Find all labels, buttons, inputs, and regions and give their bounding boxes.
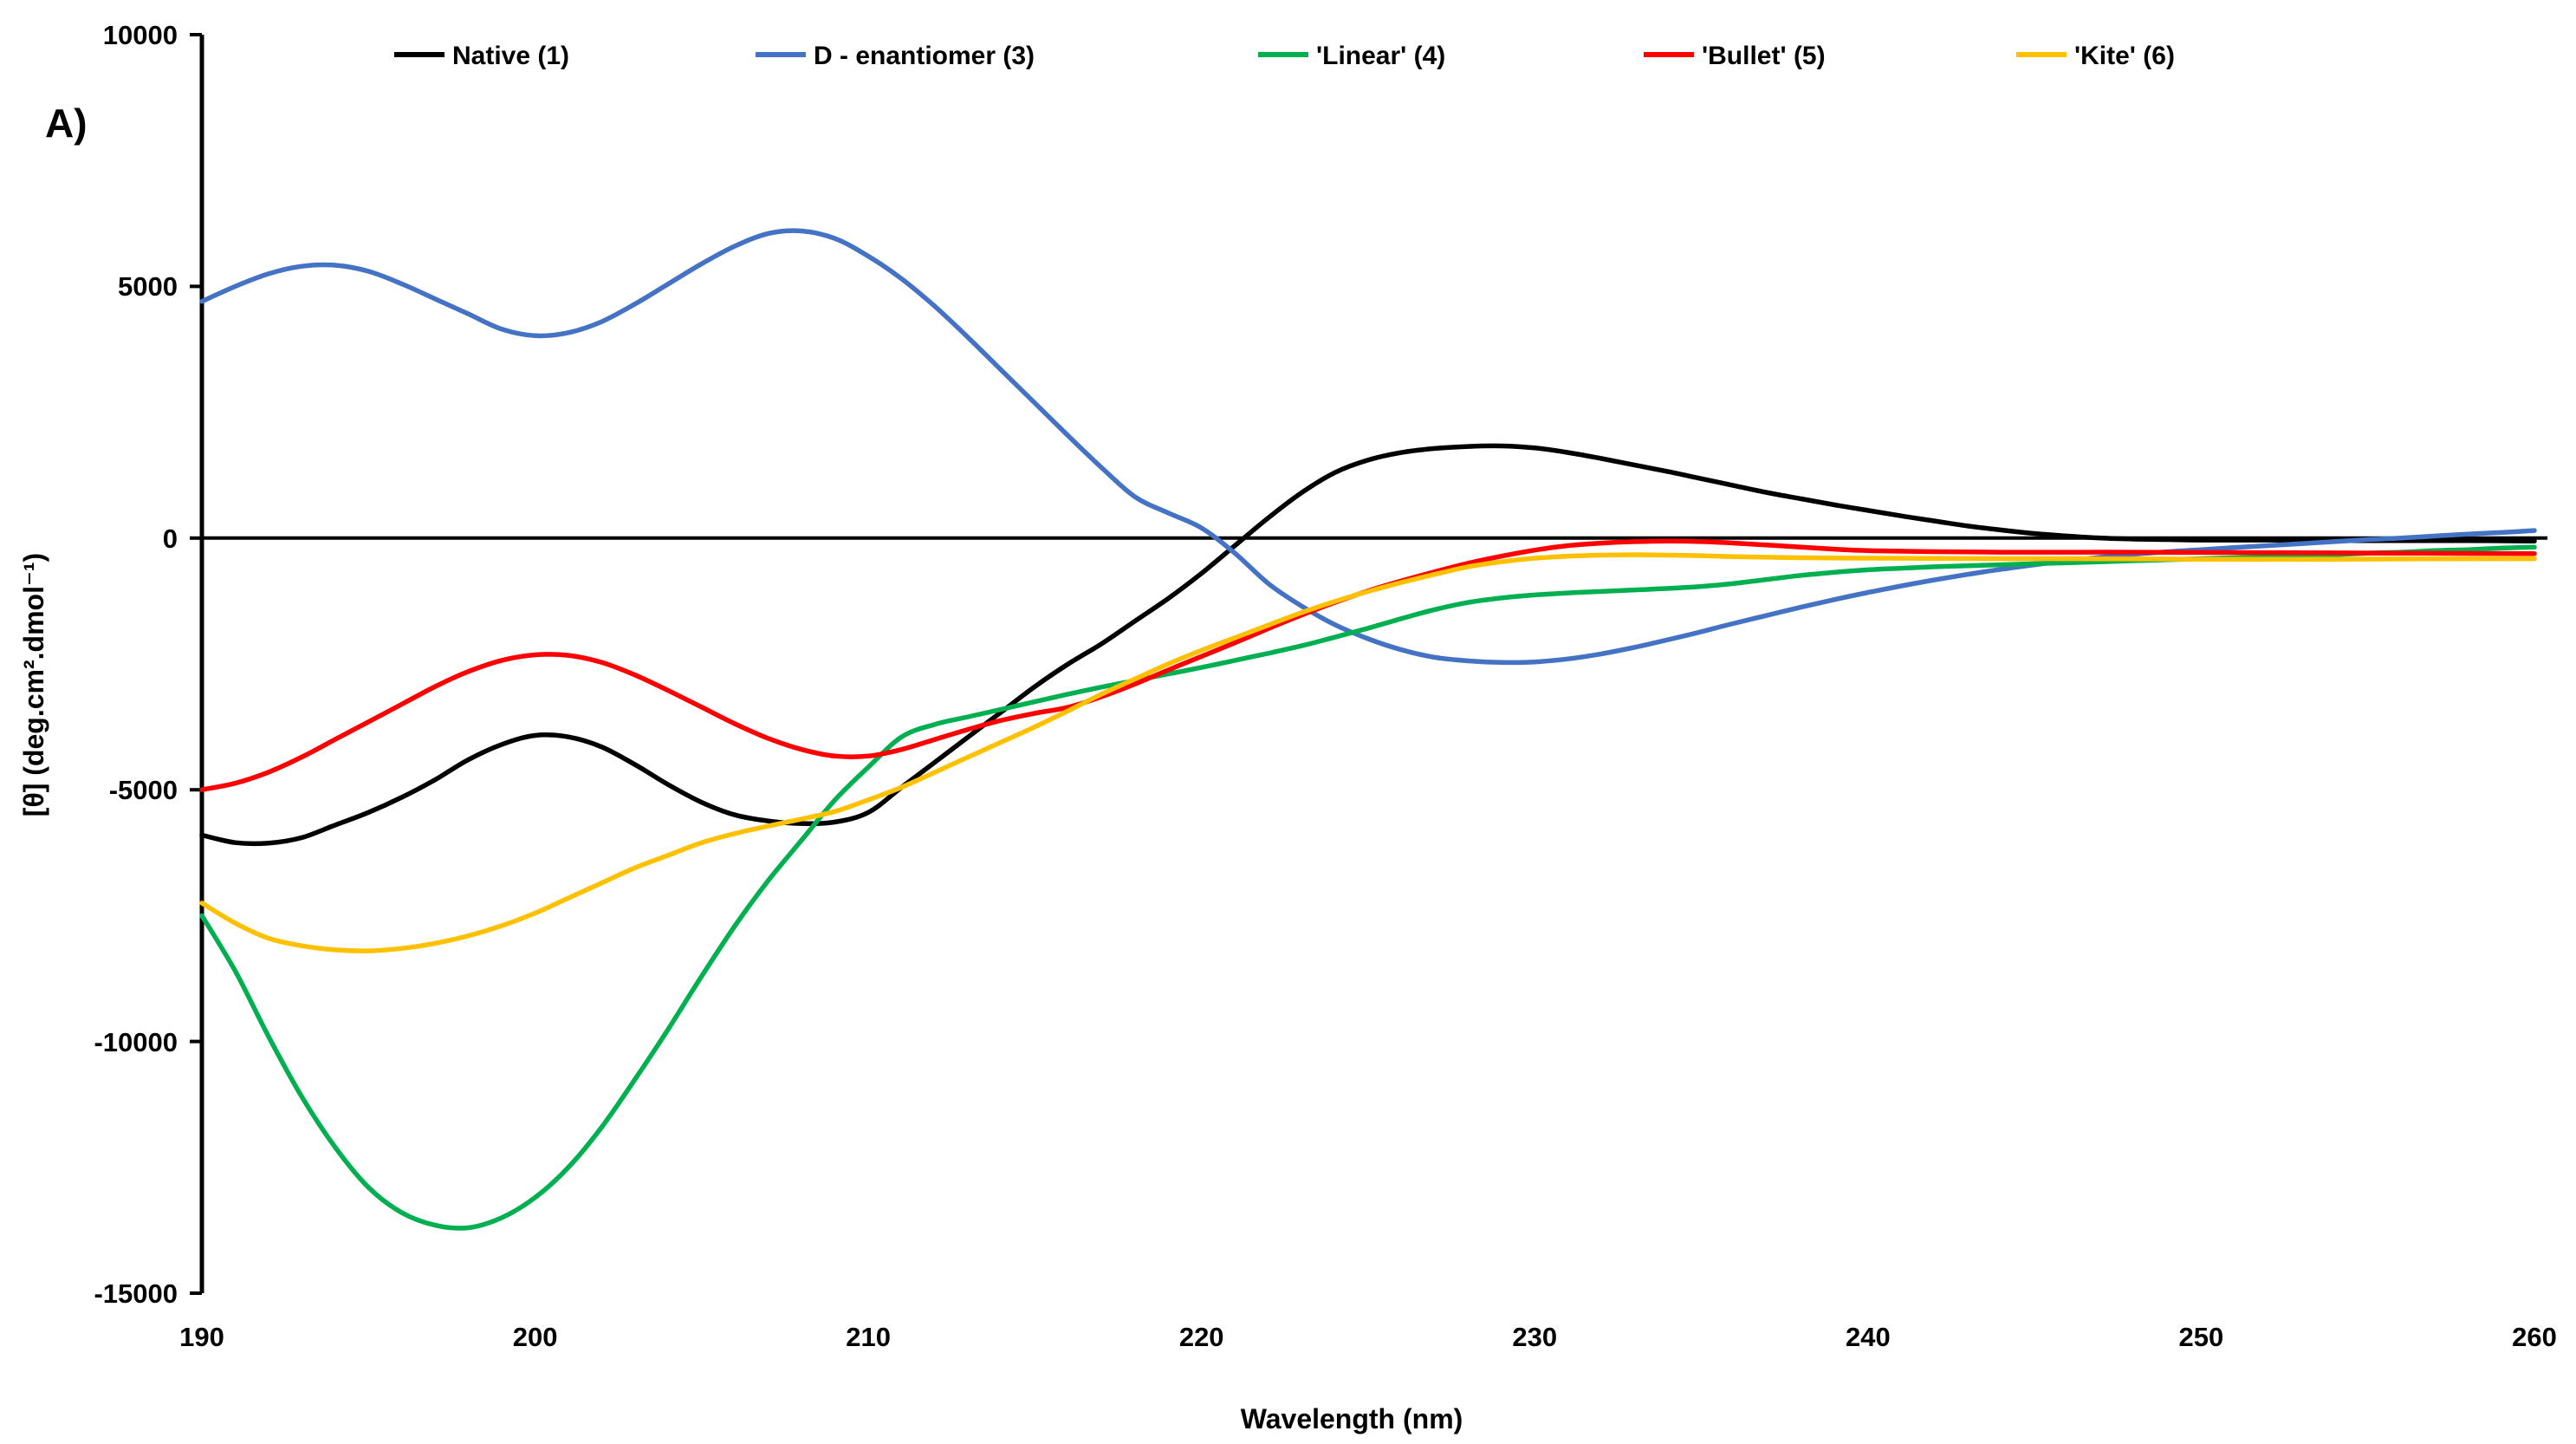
x-tick-240: 240 [1846, 1322, 1891, 1352]
y-tick-neg15000: -15000 [94, 1278, 178, 1309]
y-tick-neg10000: -10000 [94, 1027, 178, 1057]
legend-item-1: D - enantiomer (3) [756, 42, 1035, 70]
legend-label-4: 'Kite' (6) [2074, 42, 2175, 70]
x-tick-200: 200 [513, 1322, 558, 1352]
curve-4 [199, 552, 2537, 953]
legend-item-3: 'Bullet' (5) [1644, 42, 1826, 70]
x-tick-250: 250 [2179, 1322, 2224, 1352]
curve-0 [199, 443, 2537, 847]
y-tick-neg5000: -5000 [109, 775, 178, 805]
legend-label-2: 'Linear' (4) [1316, 42, 1445, 70]
x-axis-title: Wavelength (nm) [1241, 1403, 1463, 1434]
panel-label: A) [45, 101, 88, 146]
legend-item-2: 'Linear' (4) [1258, 42, 1445, 70]
y-tick-5000: 5000 [118, 271, 178, 302]
curve-2 [199, 544, 2537, 1231]
y-tick-0: 0 [163, 524, 178, 554]
legend-label-3: 'Bullet' (5) [1702, 42, 1826, 70]
y-tick-labels: 10000 5000 0 -5000 -10000 -15000 [94, 20, 178, 1309]
legend-item-0: Native (1) [394, 42, 569, 70]
y-tick-marks [190, 33, 202, 1295]
data-curves [199, 228, 2537, 1231]
x-tick-260: 260 [2512, 1322, 2557, 1352]
curve-3 [199, 538, 2537, 792]
legend-item-4: 'Kite' (6) [2016, 42, 2175, 70]
curve-1 [199, 228, 2537, 666]
y-axis-title: [θ] (deg.cm².dmol⁻¹) [18, 553, 49, 816]
x-tick-210: 210 [846, 1322, 891, 1352]
x-tick-190: 190 [179, 1322, 224, 1352]
legend: Native (1) D - enantiomer (3) 'Linear' (… [394, 42, 2175, 70]
legend-label-1: D - enantiomer (3) [814, 42, 1035, 70]
legend-label-0: Native (1) [452, 42, 569, 70]
x-tick-labels: 190 200 210 220 230 240 250 260 [179, 1322, 2557, 1352]
y-tick-10000: 10000 [103, 20, 178, 50]
x-tick-220: 220 [1179, 1322, 1224, 1352]
x-tick-230: 230 [1512, 1322, 1557, 1352]
